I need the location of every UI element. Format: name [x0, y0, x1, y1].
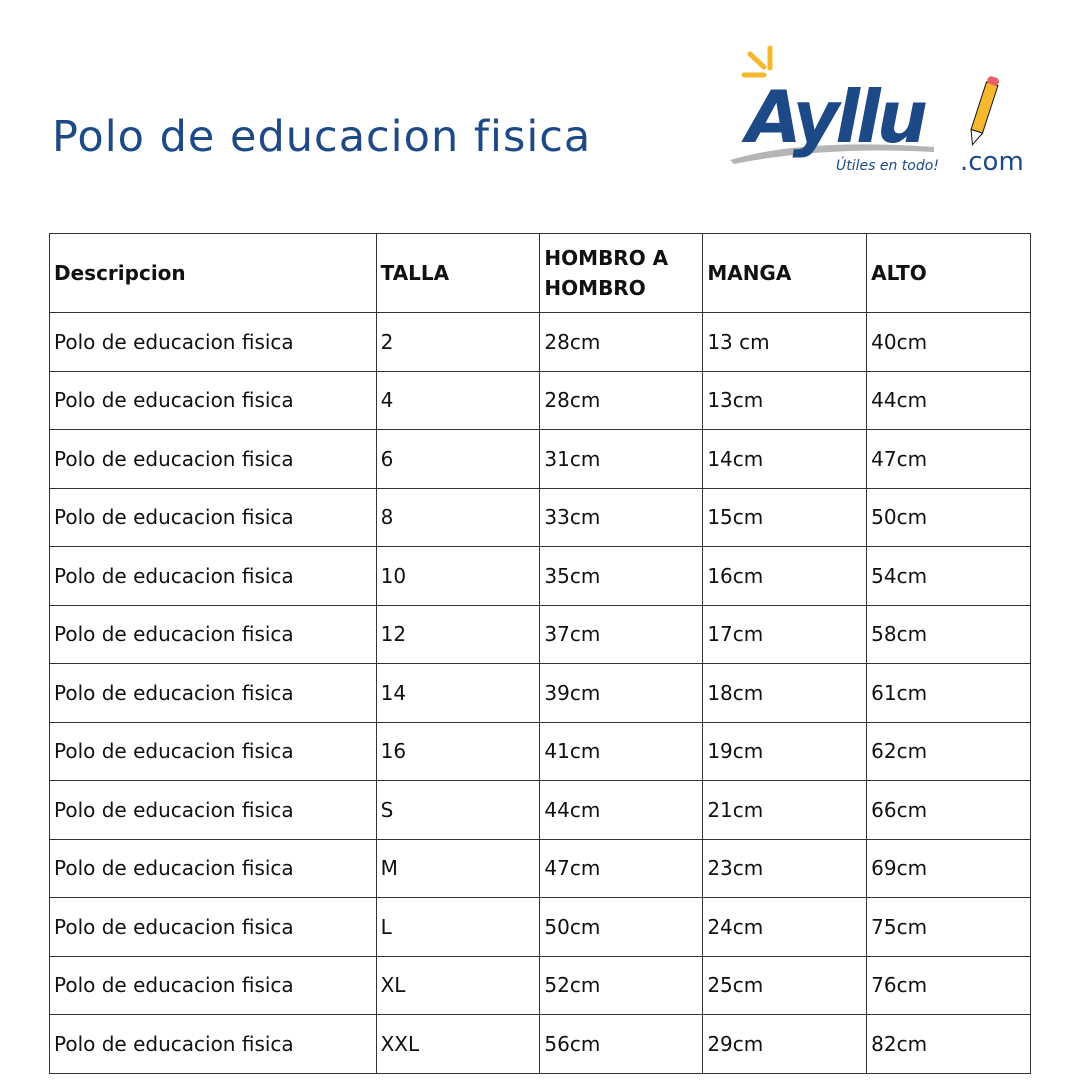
table-cell: 76cm — [866, 955, 1031, 1015]
table-cell: 47cm — [539, 838, 704, 898]
table-row: Polo de educacion fisica 10 35cm 16cm 54cm — [49, 546, 1031, 606]
table-cell: 14 — [375, 663, 541, 723]
table-cell: 29cm — [702, 1014, 868, 1074]
table-cell: Polo de educacion fisica — [49, 721, 377, 781]
sun-rays-icon — [741, 45, 773, 78]
table-cell: 13cm — [702, 370, 868, 430]
table-cell: 14cm — [702, 429, 868, 489]
logo-tagline: Útiles en todo! — [836, 156, 939, 174]
table-cell: 37cm — [539, 604, 704, 664]
table-cell: Polo de educacion fisica — [49, 663, 377, 723]
table-cell: 21cm — [702, 780, 868, 840]
table-cell: 4 — [375, 370, 541, 430]
table-row: Polo de educacion fisica S 44cm 21cm 66cm — [49, 780, 1031, 840]
table-cell: S — [375, 780, 541, 840]
table-cell: 15cm — [702, 487, 868, 547]
table-cell: 47cm — [866, 429, 1031, 489]
table-cell: 66cm — [866, 780, 1031, 840]
table-row: Polo de educacion fisica XXL 56cm 29cm 82cm — [49, 1014, 1031, 1074]
table-cell: XXL — [375, 1014, 541, 1074]
table-cell: Polo de educacion fisica — [49, 604, 377, 664]
table-cell: 56cm — [539, 1014, 704, 1074]
table-cell: 50cm — [866, 487, 1031, 547]
column-header: ALTO — [866, 233, 1031, 313]
table-row: Polo de educacion fisica L 50cm 24cm 75cm — [49, 897, 1031, 957]
table-cell: 24cm — [702, 897, 868, 957]
pencil-icon — [970, 76, 1000, 146]
logo-domain: .com — [960, 147, 1024, 177]
table-cell: 16 — [375, 721, 541, 781]
table-cell: Polo de educacion fisica — [49, 546, 377, 606]
table-cell: Polo de educacion fisica — [49, 1014, 377, 1074]
table-cell: XL — [375, 955, 541, 1015]
table-cell: 40cm — [866, 312, 1031, 372]
table-row: Polo de educacion fisica 14 39cm 18cm 61cm — [49, 663, 1031, 723]
table-cell: 31cm — [539, 429, 704, 489]
table-cell: 58cm — [866, 604, 1031, 664]
table-row: Polo de educacion fisica M 47cm 23cm 69cm — [49, 838, 1031, 898]
logo-brand: Ayllu — [741, 75, 927, 159]
table-cell: 28cm — [539, 370, 704, 430]
table-cell: 50cm — [539, 897, 704, 957]
table-cell: 82cm — [866, 1014, 1031, 1074]
table-cell: Polo de educacion fisica — [49, 487, 377, 547]
table-cell: 16cm — [702, 546, 868, 606]
column-header: TALLA — [375, 233, 541, 313]
table-row: Polo de educacion fisica 16 41cm 19cm 62cm — [49, 721, 1031, 781]
column-header: Descripcion — [49, 233, 377, 313]
table-row: Polo de educacion fisica 12 37cm 17cm 58cm — [49, 604, 1031, 664]
size-table: Descripcion TALLA HOMBRO A HOMBRO MANGA ALTO… — [49, 233, 1031, 1074]
table-cell: 10 — [375, 546, 541, 606]
table-row: Polo de educacion fisica XL 52cm 25cm 76cm — [49, 955, 1031, 1015]
table-cell: Polo de educacion fisica — [49, 780, 377, 840]
table-cell: 69cm — [866, 838, 1031, 898]
table-cell: 13 cm — [702, 312, 868, 372]
table-cell: 35cm — [539, 546, 704, 606]
table-cell: Polo de educacion fisica — [49, 897, 377, 957]
table-row: Polo de educacion fisica 8 33cm 15cm 50cm — [49, 487, 1031, 547]
page-title: Polo de educacion fisica — [52, 112, 592, 162]
table-cell: 44cm — [539, 780, 704, 840]
table-cell: L — [375, 897, 541, 957]
table-cell: 28cm — [539, 312, 704, 372]
table-cell: M — [375, 838, 541, 898]
table-cell: 75cm — [866, 897, 1031, 957]
table-cell: 25cm — [702, 955, 868, 1015]
table-cell: 8 — [375, 487, 541, 547]
table-cell: Polo de educacion fisica — [49, 838, 377, 898]
table-cell: 44cm — [866, 370, 1031, 430]
table-cell: Polo de educacion fisica — [49, 955, 377, 1015]
table-cell: 33cm — [539, 487, 704, 547]
table-cell: 54cm — [866, 546, 1031, 606]
table-cell: Polo de educacion fisica — [49, 429, 377, 489]
table-cell: 17cm — [702, 604, 868, 664]
table-cell: 61cm — [866, 663, 1031, 723]
column-header: MANGA — [702, 233, 868, 313]
table-cell: 62cm — [866, 721, 1031, 781]
table-cell: 2 — [375, 312, 541, 372]
table-cell: 19cm — [702, 721, 868, 781]
table-cell: 12 — [375, 604, 541, 664]
table-row: Polo de educacion fisica 2 28cm 13 cm 40cm — [49, 312, 1031, 372]
swoosh — [730, 144, 934, 164]
table-cell: 23cm — [702, 838, 868, 898]
table-cell: 18cm — [702, 663, 868, 723]
table-row: Polo de educacion fisica 4 28cm 13cm 44cm — [49, 370, 1031, 430]
table-cell: 6 — [375, 429, 541, 489]
column-header: HOMBRO A HOMBRO — [539, 233, 704, 313]
table-header-row: Descripcion TALLA HOMBRO A HOMBRO MANGA ALTO — [49, 233, 1031, 313]
table-cell: 52cm — [539, 955, 704, 1015]
table-cell: Polo de educacion fisica — [49, 370, 377, 430]
table-cell: 39cm — [539, 663, 704, 723]
table-cell: Polo de educacion fisica — [49, 312, 377, 372]
ayllu-logo: Ayllu Útiles en todo! .com — [730, 45, 1024, 177]
table-cell: 41cm — [539, 721, 704, 781]
table-row: Polo de educacion fisica 6 31cm 14cm 47cm — [49, 429, 1031, 489]
